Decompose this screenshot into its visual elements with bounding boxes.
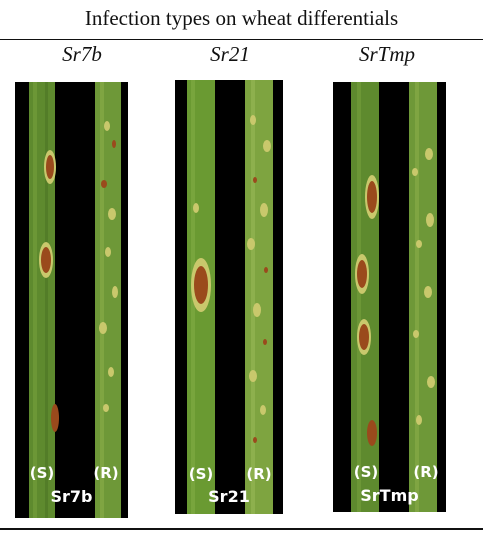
fleck [263,339,267,345]
fleck [104,121,110,131]
top-rule [0,39,483,40]
panel-caption: Sr21 [208,487,250,506]
leaf-susceptible [351,82,379,512]
fleck [253,177,257,183]
fleck [425,148,433,160]
label-resistant: (R) [413,463,439,481]
fleck [103,404,109,412]
fleck [253,303,261,317]
pustule [357,260,367,288]
fleck [250,115,256,125]
pustule [193,203,199,213]
column-headers: Sr7b Sr21 SrTmp [0,40,483,76]
fleck [253,437,257,443]
fleck [108,208,116,220]
panel-caption: SrTmp [360,486,419,505]
pustule [359,324,369,350]
fleck [112,140,116,148]
leaf-susceptible [29,82,55,518]
fleck [426,213,434,227]
fleck [99,322,107,334]
header-sr21: Sr21 [210,42,250,66]
fleck [424,286,432,298]
leaf-photo-sr7b [29,82,121,518]
leaf-resistant [95,82,121,518]
fleck [416,415,422,425]
leaf-resistant [245,80,273,514]
label-susceptible: (S) [188,465,214,483]
pustule [46,155,54,179]
fleck [427,376,435,388]
bottom-rule [0,528,483,530]
fleck [105,247,111,257]
fleck [263,140,271,152]
pustule [367,181,377,213]
fleck [413,330,419,338]
label-resistant: (R) [93,464,119,482]
fleck [260,203,268,217]
leaf-panel-sr7b: (S) (R) Sr7b [15,82,128,518]
leaf-photo-srtmp [351,82,437,512]
header-srtmp: SrTmp [358,42,416,66]
leaf-panel-srtmp: (S) (R) SrTmp [333,82,446,512]
fleck [101,180,107,188]
fleck [247,238,255,250]
fleck [112,286,118,298]
pustule [367,420,377,446]
panel-caption: Sr7b [50,487,93,506]
fleck [264,267,268,273]
fleck [412,168,418,176]
leaf-photo-sr21 [187,80,273,514]
fleck [260,405,266,415]
header-sr7b: Sr7b [62,42,102,66]
fleck [108,367,114,377]
fleck [416,240,422,248]
pustule [51,404,59,432]
label-resistant: (R) [246,465,272,483]
figure-title: Infection types on wheat differentials [84,6,399,30]
leaf-resistant [409,82,437,512]
pustule [194,266,208,304]
label-susceptible: (S) [353,463,379,481]
pustule [41,247,51,273]
fleck [249,370,257,382]
label-susceptible: (S) [29,464,55,482]
leaf-panel-sr21: (S) (R) Sr21 [175,80,283,514]
